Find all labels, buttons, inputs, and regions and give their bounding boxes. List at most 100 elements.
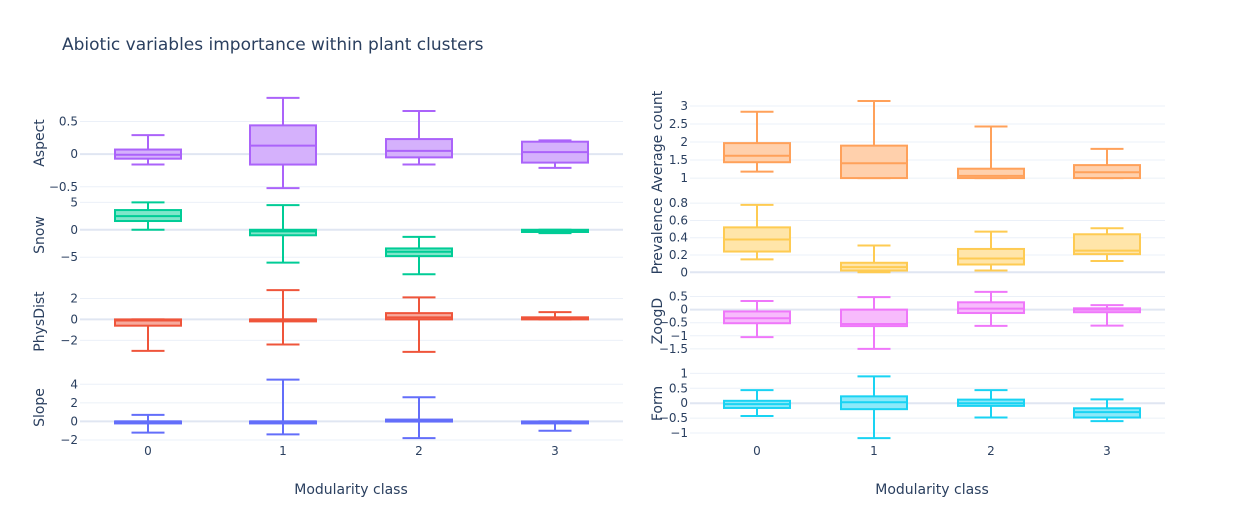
box-form-2[interactable] <box>957 389 1025 419</box>
box-physdist-1[interactable] <box>249 289 317 346</box>
x-tick-label: 3 <box>551 444 559 458</box>
y-tick-label: −5 <box>60 250 78 264</box>
y-tick-label: −2 <box>60 333 78 347</box>
y-tick-label: 3 <box>680 99 688 113</box>
panel-average-count: 1 1.5 2 2.5 3 Average count <box>650 90 1165 192</box>
box-slope-2[interactable] <box>385 396 453 440</box>
y-tick-label: 0 <box>70 312 78 326</box>
y-tick-label: 2 <box>70 396 78 410</box>
box-slope-0[interactable] <box>114 413 182 434</box>
y-axis-title: Snow <box>32 216 48 254</box>
y-tick-label: 2 <box>680 135 688 149</box>
box-zoogd-3[interactable] <box>1073 304 1141 327</box>
y-axis-title: Form <box>650 386 666 421</box>
iqr-box <box>249 228 317 237</box>
y-tick-label: 0 <box>70 414 78 428</box>
box-zoogd-1[interactable] <box>840 296 908 350</box>
box-aspect-2[interactable] <box>385 109 453 166</box>
y-tick-label: 5 <box>70 195 78 209</box>
box-zoogd-2[interactable] <box>957 290 1025 327</box>
box-average-count-2[interactable] <box>957 125 1025 180</box>
iqr-box <box>114 318 182 327</box>
box-average-count-0[interactable] <box>723 110 791 173</box>
iqr-box <box>723 142 791 164</box>
panels-layer: −0.500.5Aspect−505Snow−202PhysDist−2024S… <box>32 90 1165 458</box>
y-tick-label: 4 <box>70 377 78 391</box>
chart-title: Abiotic variables importance within plan… <box>62 35 484 55</box>
y-tick-label: 0.5 <box>669 290 688 304</box>
iqr-box <box>840 308 908 328</box>
y-tick-label: 0 <box>70 223 78 237</box>
box-average-count-1[interactable] <box>840 99 908 180</box>
iqr-box <box>957 247 1025 266</box>
box-snow-3[interactable] <box>521 228 589 235</box>
box-prevalence-0[interactable] <box>723 203 791 261</box>
y-tick-label: 0.5 <box>59 114 78 128</box>
y-tick-label: 0.2 <box>669 248 688 262</box>
iqr-box <box>840 144 908 180</box>
box-prevalence-3[interactable] <box>1073 227 1141 263</box>
box-aspect-1[interactable] <box>249 96 317 190</box>
box-prevalence-1[interactable] <box>840 244 908 274</box>
y-tick-label: 1 <box>680 366 688 380</box>
iqr-box <box>1073 233 1141 256</box>
x-tick-label: 1 <box>870 444 878 458</box>
y-axis-title: Prevalence <box>650 198 666 275</box>
box-average-count-3[interactable] <box>1073 147 1141 180</box>
box-form-1[interactable] <box>840 375 908 440</box>
box-zoogd-0[interactable] <box>723 299 791 339</box>
y-tick-label: 0 <box>70 147 78 161</box>
x-axis-title-left: Modularity class <box>294 482 408 498</box>
y-tick-label: 2.5 <box>669 117 688 131</box>
box-aspect-0[interactable] <box>114 134 182 166</box>
iqr-box <box>385 138 453 159</box>
y-tick-label: −0.5 <box>659 411 688 425</box>
panel-snow: −5 0 5 Snow <box>32 195 623 276</box>
panel-physdist: −2 0 2 PhysDist <box>32 289 623 353</box>
box-slope-1[interactable] <box>249 378 317 436</box>
y-axis-title: Slope <box>32 388 48 427</box>
box-physdist-3[interactable] <box>521 311 589 321</box>
y-tick-label: 0 <box>680 396 688 410</box>
panel-form: −1−0.500.51 Form <box>650 366 1165 440</box>
box-physdist-2[interactable] <box>385 296 453 353</box>
panel-aspect: −0.5 0 0.5 Aspect <box>32 96 623 194</box>
box-snow-2[interactable] <box>385 235 453 276</box>
box-snow-0[interactable] <box>114 201 182 231</box>
y-tick-label: 0.6 <box>669 213 688 227</box>
iqr-box <box>957 167 1025 180</box>
y-axis-title: Average count <box>650 90 666 192</box>
box-slope-3[interactable] <box>521 420 589 432</box>
y-tick-label: 0.8 <box>669 196 688 210</box>
y-tick-label: 0 <box>680 303 688 317</box>
y-tick-label: −1 <box>670 426 688 440</box>
y-tick-label: −2 <box>60 433 78 447</box>
y-tick-label: 0.5 <box>669 381 688 395</box>
box-snow-1[interactable] <box>249 204 317 264</box>
x-tick-label: 2 <box>987 444 995 458</box>
y-tick-label: −0.5 <box>49 180 78 194</box>
box-form-3[interactable] <box>1073 398 1141 423</box>
y-tick-label: 1.5 <box>669 153 688 167</box>
box-aspect-3[interactable] <box>521 139 589 169</box>
x-tick-label: 1 <box>279 444 287 458</box>
y-tick-label: −0.5 <box>659 316 688 330</box>
y-axis-title: Aspect <box>32 119 48 167</box>
y-tick-label: 1 <box>680 171 688 185</box>
y-tick-label: −1 <box>670 329 688 343</box>
y-tick-label: −1.5 <box>659 342 688 356</box>
y-tick-label: 0.4 <box>669 231 688 245</box>
y-axis-title: PhysDist <box>32 291 48 352</box>
y-axis-title: ZoogD <box>650 298 666 344</box>
x-tick-label: 0 <box>753 444 761 458</box>
x-axis-title-right: Modularity class <box>875 482 989 498</box>
y-tick-label: 2 <box>70 291 78 305</box>
box-prevalence-2[interactable] <box>957 230 1025 272</box>
x-tick-label: 2 <box>415 444 423 458</box>
x-tick-label: 0 <box>144 444 152 458</box>
box-form-0[interactable] <box>723 389 791 418</box>
box-physdist-0[interactable] <box>114 318 182 352</box>
